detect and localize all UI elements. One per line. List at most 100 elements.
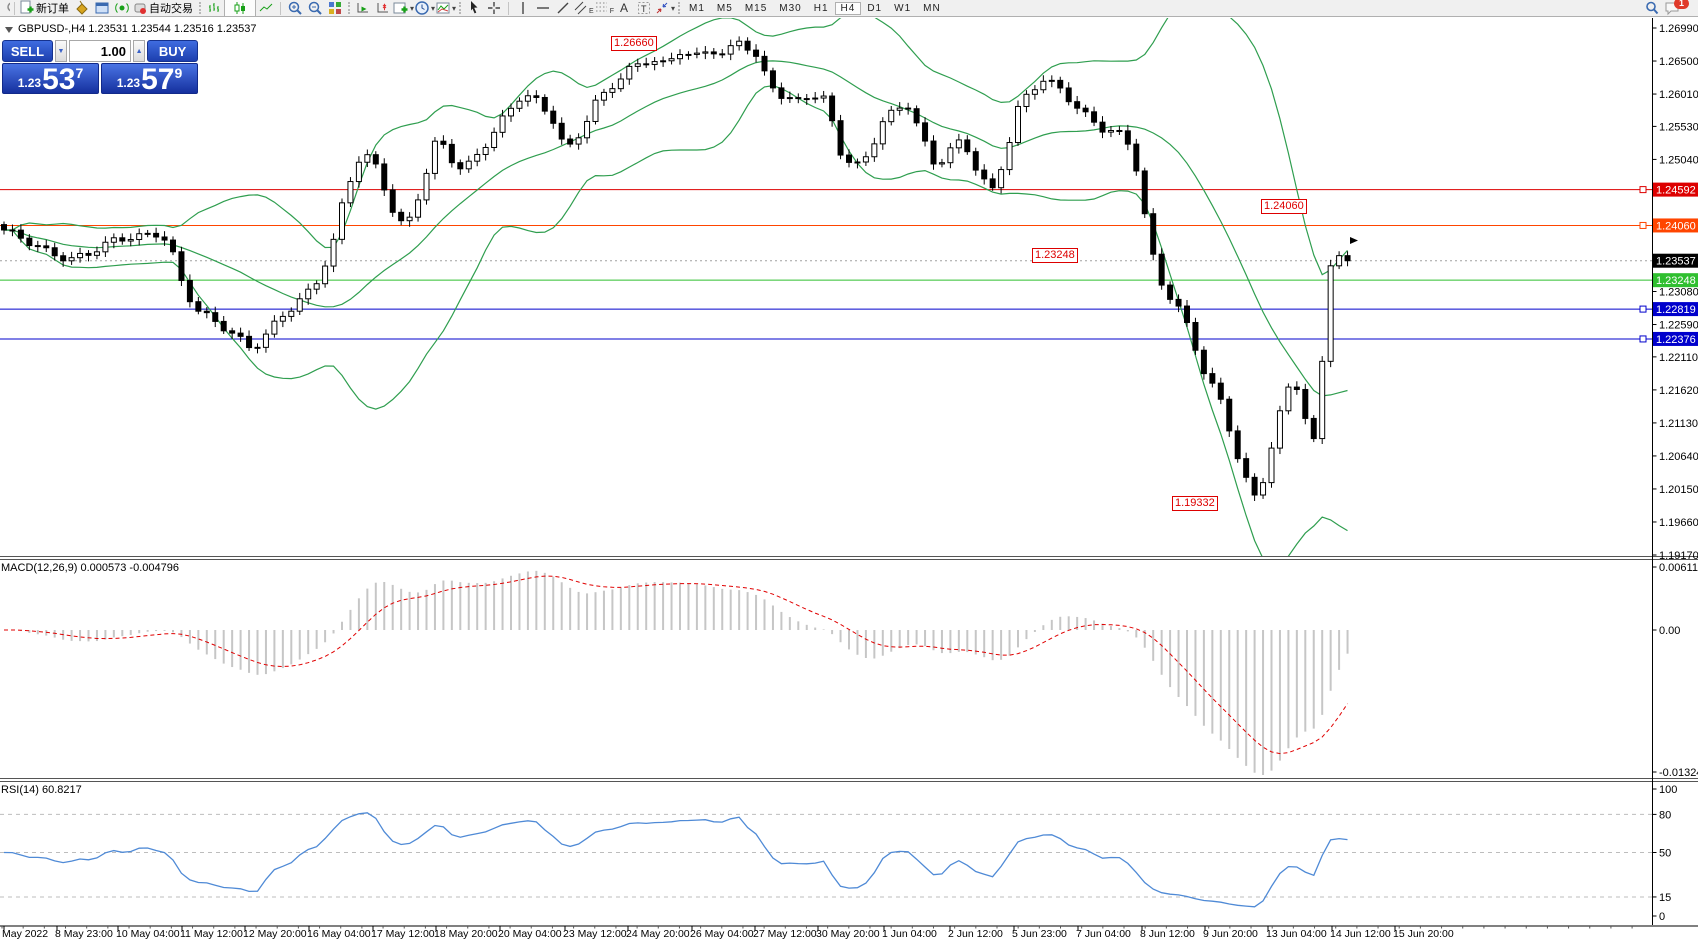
indicators-button[interactable]: ▾ — [393, 0, 414, 16]
indicators-icon — [393, 2, 408, 14]
timeframe-h1[interactable]: H1 — [813, 2, 829, 14]
paint-bucket-button[interactable] — [72, 0, 92, 16]
timeframe-m5[interactable]: M5 — [716, 2, 733, 14]
trendline-icon — [557, 2, 569, 14]
profiles-icon — [95, 2, 109, 14]
svg-text:23 May 12:00: 23 May 12:00 — [563, 928, 627, 940]
price-callout[interactable]: 1.24060 — [1261, 199, 1307, 214]
templates-dropdown-caret[interactable]: ▾ — [452, 3, 457, 13]
volume-decrease-button[interactable]: ▼ — [54, 40, 67, 62]
new-order-button[interactable]: 新订单 — [19, 0, 72, 16]
profiles-button[interactable] — [92, 0, 112, 16]
periods-dropdown-caret[interactable]: ▾ — [431, 3, 436, 13]
horizontal-line-button[interactable] — [533, 0, 553, 16]
buy-price-big: 57 — [141, 63, 175, 96]
volume-increase-button[interactable]: ▲ — [133, 40, 146, 62]
one-click-toggle-icon[interactable] — [5, 27, 13, 33]
zoom-in-button[interactable] — [285, 0, 305, 16]
chart-title: GBPUSD-,H4 1.23531 1.23544 1.23516 1.235… — [5, 23, 257, 35]
timeframe-m1[interactable]: M1 — [689, 2, 705, 14]
svg-text:1.24060: 1.24060 — [1656, 220, 1696, 232]
cursor-button[interactable] — [464, 0, 484, 16]
equidistant-channel-button[interactable]: E — [573, 0, 594, 16]
price-badges — [1653, 182, 1698, 346]
templates-button[interactable]: ▾ — [435, 0, 456, 16]
rsi-panel — [0, 812, 1652, 908]
chat-unread-badge: 1 — [1674, 0, 1689, 9]
svg-text:1.26990: 1.26990 — [1659, 23, 1698, 35]
chat-button[interactable]: 1 — [1662, 0, 1689, 16]
cursor-icon — [471, 1, 478, 14]
text-label-icon: T — [638, 2, 650, 14]
svg-text:20 May 04:00: 20 May 04:00 — [498, 928, 562, 940]
periods-button[interactable]: ▾ — [414, 0, 435, 16]
last-price-pointer — [1350, 237, 1358, 244]
zoom-out-button[interactable] — [305, 0, 325, 16]
sell-price-display[interactable]: 1.23 53 7 — [2, 63, 99, 96]
candlestick-chart-icon — [234, 2, 245, 14]
chart-shift-button[interactable] — [373, 0, 393, 16]
svg-text:1.20640: 1.20640 — [1659, 451, 1698, 463]
buy-price-display[interactable]: 1.23 57 9 — [101, 63, 198, 96]
sell-button[interactable]: SELL — [2, 40, 53, 62]
svg-text:15 Jun 20:00: 15 Jun 20:00 — [1393, 928, 1454, 940]
auto-trading-icon — [134, 3, 146, 14]
price-callout[interactable]: 1.19332 — [1172, 496, 1218, 511]
auto-trading-label: 自动交易 — [149, 3, 193, 15]
volume-input[interactable] — [69, 40, 131, 62]
signal-button[interactable] — [112, 0, 132, 16]
candlestick-chart-button[interactable] — [224, 0, 256, 17]
timeframe-d1[interactable]: D1 — [867, 2, 883, 14]
zoom-out-icon — [308, 1, 322, 15]
fibonacci-icon — [595, 2, 607, 12]
macd-indicator-label: MACD(12,26,9) 0.000573 -0.004796 — [1, 562, 179, 574]
svg-text:14 Jun 12:00: 14 Jun 12:00 — [1330, 928, 1391, 940]
timeframe-w1[interactable]: W1 — [894, 2, 912, 14]
buy-button[interactable]: BUY — [147, 40, 198, 62]
sell-price-big: 53 — [42, 63, 76, 96]
arrows-dropdown-caret[interactable]: ▾ — [671, 3, 676, 13]
price-callout[interactable]: 1.26660 — [611, 36, 657, 51]
arrows-button[interactable]: ▾ — [654, 0, 675, 16]
text-button[interactable]: A — [614, 0, 634, 16]
auto-trading-button[interactable]: 自动交易 — [132, 0, 196, 16]
candles-layer — [1, 36, 1358, 502]
sell-price-sup: 7 — [75, 65, 84, 81]
timeframe-m15[interactable]: M15 — [744, 2, 768, 14]
indicators-dropdown-caret[interactable]: ▾ — [410, 3, 415, 13]
svg-text:1.25040: 1.25040 — [1659, 154, 1698, 166]
timeframe-h4[interactable]: H4 — [834, 1, 862, 15]
clipped-icon[interactable] — [2, 0, 10, 16]
main-toolbar: 新订单 自动交易 ▾ ▾ — [0, 0, 1698, 17]
timeframe-mn[interactable]: MN — [923, 2, 941, 14]
bar-chart-button[interactable] — [204, 0, 224, 16]
search-button[interactable] — [1642, 0, 1662, 16]
line-chart-button[interactable] — [256, 0, 276, 16]
auto-scroll-button[interactable] — [353, 0, 373, 16]
svg-text:17 May 12:00: 17 May 12:00 — [371, 928, 435, 940]
price-callout[interactable]: 1.23248 — [1032, 248, 1078, 263]
text-label-button[interactable]: T — [634, 0, 654, 16]
timeframe-m30[interactable]: M30 — [779, 2, 802, 14]
magnifier-icon — [7, 2, 10, 12]
macd-histogram — [4, 570, 1349, 775]
vertical-line-button[interactable] — [513, 0, 533, 16]
svg-text:11 May 12:00: 11 May 12:00 — [180, 928, 243, 940]
chart-shift-icon — [377, 3, 388, 13]
macd-axis — [1652, 566, 1657, 773]
vertical-line-icon — [522, 2, 524, 14]
signal-icon — [115, 3, 129, 13]
svg-text:27 May 12:00: 27 May 12:00 — [753, 928, 817, 940]
svg-text:1.21620: 1.21620 — [1659, 385, 1698, 397]
svg-text:13 Jun 04:00: 13 Jun 04:00 — [1266, 928, 1327, 940]
tile-windows-button[interactable] — [325, 0, 345, 16]
svg-text:0: 0 — [1659, 911, 1665, 923]
svg-text:-0.013241: -0.013241 — [1659, 767, 1698, 779]
fibonacci-button[interactable]: F — [594, 0, 614, 16]
svg-text:24 May 20:00: 24 May 20:00 — [626, 928, 690, 940]
crosshair-button[interactable] — [484, 0, 504, 16]
trendline-button[interactable] — [553, 0, 573, 16]
svg-text:5 Jun 23:00: 5 Jun 23:00 — [1012, 928, 1067, 940]
fibo-f-glyph: F — [609, 7, 614, 15]
